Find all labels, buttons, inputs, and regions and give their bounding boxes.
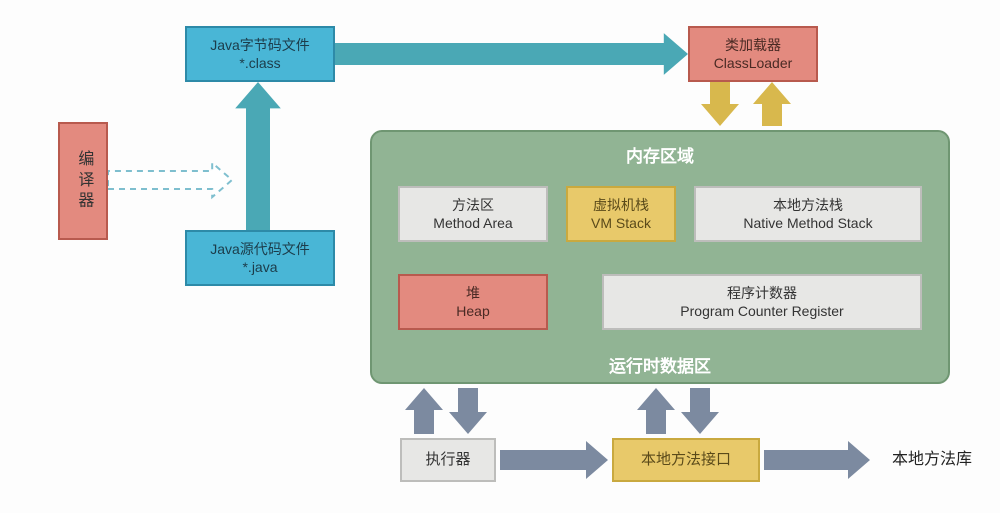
compiler-node: 编译器 bbox=[58, 122, 108, 240]
java-file-node: Java源代码文件 *.java bbox=[185, 230, 335, 286]
class-file-cn: Java字节码文件 bbox=[210, 36, 310, 54]
native-interface-node: 本地方法接口 bbox=[612, 438, 760, 482]
pc-register-en: Program Counter Register bbox=[680, 302, 843, 320]
heap-cn: 堆 bbox=[466, 284, 480, 302]
heap-node: 堆 Heap bbox=[398, 274, 548, 330]
compiler-label: 编译器 bbox=[73, 150, 94, 212]
memory-region-footer: 运行时数据区 bbox=[370, 352, 950, 377]
vm-stack-node: 虚拟机栈 VM Stack bbox=[566, 186, 676, 242]
executor-node: 执行器 bbox=[400, 438, 496, 482]
pc-register-node: 程序计数器 Program Counter Register bbox=[602, 274, 922, 330]
native-stack-cn: 本地方法栈 bbox=[773, 196, 843, 214]
class-file-node: Java字节码文件 *.class bbox=[185, 26, 335, 82]
classloader-node: 类加载器 ClassLoader bbox=[688, 26, 818, 82]
class-file-en: *.class bbox=[239, 54, 280, 72]
method-area-cn: 方法区 bbox=[452, 196, 494, 214]
memory-region-title: 内存区域 bbox=[370, 142, 950, 167]
method-area-node: 方法区 Method Area bbox=[398, 186, 548, 242]
vm-stack-cn: 虚拟机栈 bbox=[593, 196, 649, 214]
heap-en: Heap bbox=[456, 302, 489, 320]
native-lib-text: 本地方法库 bbox=[892, 450, 972, 471]
memory-region bbox=[370, 130, 950, 384]
vm-stack-en: VM Stack bbox=[591, 214, 651, 232]
native-stack-node: 本地方法栈 Native Method Stack bbox=[694, 186, 922, 242]
native-stack-en: Native Method Stack bbox=[743, 214, 872, 232]
classloader-cn: 类加载器 bbox=[725, 36, 781, 54]
native-lib-label: 本地方法库 bbox=[872, 440, 992, 480]
native-interface-label: 本地方法接口 bbox=[641, 450, 731, 470]
executor-label: 执行器 bbox=[425, 450, 470, 470]
pc-register-cn: 程序计数器 bbox=[727, 284, 797, 302]
method-area-en: Method Area bbox=[433, 214, 512, 232]
java-file-en: *.java bbox=[242, 258, 277, 276]
java-file-cn: Java源代码文件 bbox=[210, 240, 310, 258]
classloader-en: ClassLoader bbox=[714, 54, 793, 72]
